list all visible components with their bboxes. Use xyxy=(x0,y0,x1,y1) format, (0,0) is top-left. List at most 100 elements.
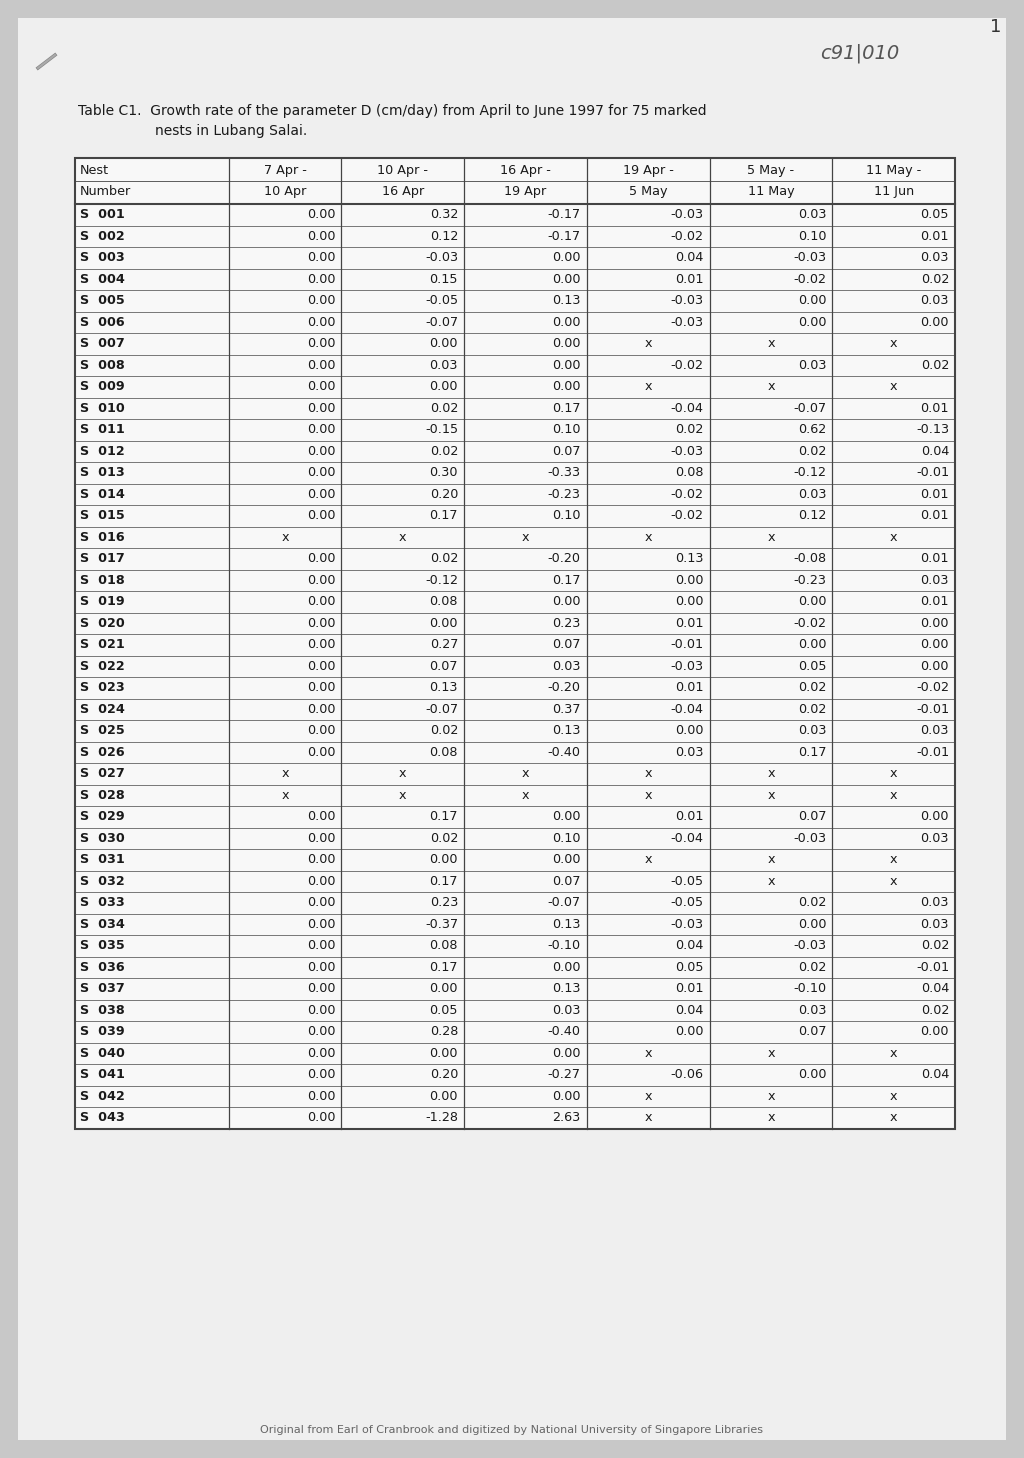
Text: 0.07: 0.07 xyxy=(798,811,826,824)
Text: -0.03: -0.03 xyxy=(671,295,703,308)
Text: 0.00: 0.00 xyxy=(307,1089,335,1102)
Text: 0.01: 0.01 xyxy=(675,273,703,286)
Text: 0.00: 0.00 xyxy=(675,595,703,608)
Text: -0.06: -0.06 xyxy=(671,1069,703,1082)
Text: -0.05: -0.05 xyxy=(671,875,703,888)
Text: 0.03: 0.03 xyxy=(921,295,949,308)
Text: x: x xyxy=(399,531,407,544)
Text: 0.03: 0.03 xyxy=(798,488,826,500)
Text: 0.02: 0.02 xyxy=(430,402,458,414)
Text: 0.00: 0.00 xyxy=(307,273,335,286)
Text: S  042: S 042 xyxy=(80,1089,125,1102)
Text: 0.03: 0.03 xyxy=(798,208,826,222)
Text: 0.00: 0.00 xyxy=(429,853,458,866)
Text: 11 Jun: 11 Jun xyxy=(873,185,913,198)
Text: x: x xyxy=(282,767,289,780)
Text: 0.12: 0.12 xyxy=(430,230,458,242)
Text: x: x xyxy=(399,767,407,780)
Text: 0.10: 0.10 xyxy=(798,230,826,242)
Text: 0.00: 0.00 xyxy=(429,983,458,996)
Text: 0.00: 0.00 xyxy=(552,1047,581,1060)
Text: S  003: S 003 xyxy=(80,251,125,264)
Text: 0.12: 0.12 xyxy=(798,509,826,522)
Text: x: x xyxy=(644,1047,652,1060)
Text: x: x xyxy=(890,767,897,780)
Text: x: x xyxy=(644,767,652,780)
Text: -0.01: -0.01 xyxy=(915,703,949,716)
Text: -0.40: -0.40 xyxy=(548,1025,581,1038)
Text: 0.02: 0.02 xyxy=(798,445,826,458)
Text: -0.37: -0.37 xyxy=(425,917,458,930)
Text: x: x xyxy=(521,767,529,780)
Text: 0.00: 0.00 xyxy=(307,445,335,458)
Text: -0.03: -0.03 xyxy=(671,660,703,672)
Text: 0.00: 0.00 xyxy=(307,1047,335,1060)
Text: S  021: S 021 xyxy=(80,639,125,652)
Text: -0.12: -0.12 xyxy=(794,467,826,480)
Text: S  026: S 026 xyxy=(80,745,125,758)
Text: S  007: S 007 xyxy=(80,337,125,350)
Text: 0.03: 0.03 xyxy=(921,725,949,738)
Text: 0.00: 0.00 xyxy=(307,337,335,350)
Text: 0.00: 0.00 xyxy=(798,1069,826,1082)
Bar xyxy=(75,157,955,1128)
Text: x: x xyxy=(282,531,289,544)
Text: 0.00: 0.00 xyxy=(307,1025,335,1038)
Text: 0.00: 0.00 xyxy=(429,617,458,630)
Text: 0.00: 0.00 xyxy=(921,811,949,824)
Text: 0.00: 0.00 xyxy=(552,811,581,824)
Text: x: x xyxy=(767,381,774,394)
Text: 0.17: 0.17 xyxy=(429,875,458,888)
Text: -0.10: -0.10 xyxy=(548,939,581,952)
Text: S  020: S 020 xyxy=(80,617,125,630)
Text: 0.03: 0.03 xyxy=(552,660,581,672)
Text: 0.00: 0.00 xyxy=(307,725,335,738)
Text: S  014: S 014 xyxy=(80,488,125,500)
Text: 0.00: 0.00 xyxy=(307,381,335,394)
Text: 0.17: 0.17 xyxy=(552,402,581,414)
Text: 0.02: 0.02 xyxy=(798,897,826,910)
Text: 0.07: 0.07 xyxy=(552,875,581,888)
Text: -0.07: -0.07 xyxy=(794,402,826,414)
Text: 0.01: 0.01 xyxy=(675,983,703,996)
Text: S  023: S 023 xyxy=(80,681,125,694)
Text: x: x xyxy=(767,1047,774,1060)
Text: x: x xyxy=(890,853,897,866)
Text: -0.40: -0.40 xyxy=(548,745,581,758)
Text: 0.00: 0.00 xyxy=(921,639,949,652)
Text: 0.01: 0.01 xyxy=(675,811,703,824)
Text: 0.08: 0.08 xyxy=(429,745,458,758)
Text: 10 Apr -: 10 Apr - xyxy=(377,163,428,176)
Text: 0.04: 0.04 xyxy=(921,983,949,996)
Text: -0.02: -0.02 xyxy=(671,359,703,372)
Text: 7 Apr -: 7 Apr - xyxy=(264,163,306,176)
Text: 0.03: 0.03 xyxy=(798,1003,826,1016)
Text: -0.02: -0.02 xyxy=(794,273,826,286)
Text: 0.00: 0.00 xyxy=(552,337,581,350)
Text: 0.00: 0.00 xyxy=(552,251,581,264)
Text: S  036: S 036 xyxy=(80,961,125,974)
Text: 0.00: 0.00 xyxy=(307,917,335,930)
Text: 0.17: 0.17 xyxy=(552,574,581,586)
Text: 0.01: 0.01 xyxy=(921,488,949,500)
Text: 0.10: 0.10 xyxy=(552,423,581,436)
Text: -0.07: -0.07 xyxy=(548,897,581,910)
Text: S  005: S 005 xyxy=(80,295,125,308)
Text: 0.00: 0.00 xyxy=(921,660,949,672)
Text: S  017: S 017 xyxy=(80,553,125,566)
Text: 0.02: 0.02 xyxy=(921,273,949,286)
Text: x: x xyxy=(767,1089,774,1102)
Text: x: x xyxy=(644,1111,652,1124)
Text: 0.00: 0.00 xyxy=(429,1047,458,1060)
Text: 0.00: 0.00 xyxy=(307,553,335,566)
Text: 0.05: 0.05 xyxy=(921,208,949,222)
Text: 0.00: 0.00 xyxy=(798,316,826,328)
Text: 0.00: 0.00 xyxy=(429,381,458,394)
Text: -0.04: -0.04 xyxy=(671,402,703,414)
Text: S  022: S 022 xyxy=(80,660,125,672)
Text: 0.00: 0.00 xyxy=(307,230,335,242)
Text: 0.01: 0.01 xyxy=(921,402,949,414)
Text: 0.02: 0.02 xyxy=(430,445,458,458)
Text: -0.17: -0.17 xyxy=(548,208,581,222)
Text: 0.04: 0.04 xyxy=(675,1003,703,1016)
